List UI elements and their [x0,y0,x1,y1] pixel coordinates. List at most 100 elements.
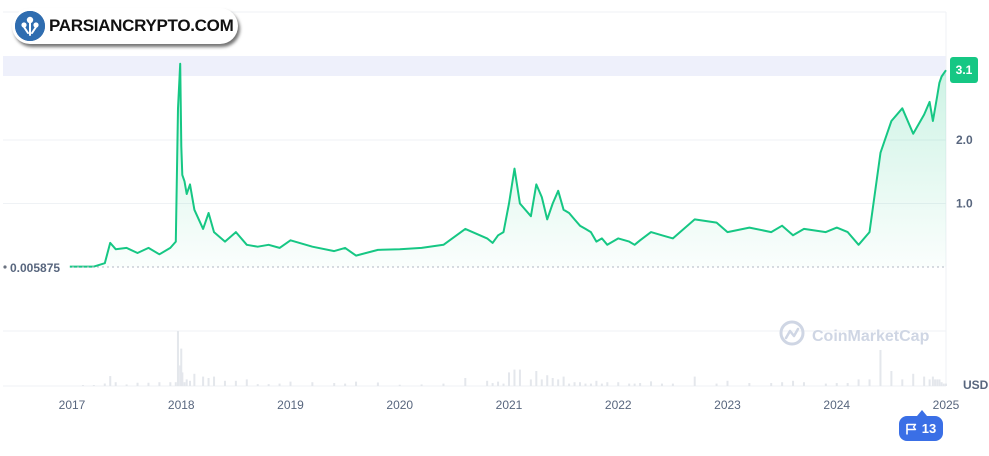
volume-bar [188,380,191,386]
volume-bar [114,382,117,386]
volume-bar [671,383,674,386]
volume-bar [486,380,489,386]
y-tick-label: 1.0 [956,197,973,211]
x-tick-label: 2022 [605,398,632,412]
volume-bar [942,383,945,386]
events-flag-badge[interactable]: 13 [899,410,943,441]
volume-bar [103,383,106,386]
volume-bar [256,384,259,386]
volume-bar [802,382,805,386]
volume-bar [945,383,947,386]
volume-bar [584,383,587,386]
volume-bar [928,379,931,386]
volume-bar [633,383,636,386]
current-price-badge [950,57,978,83]
volume-bar [518,369,521,386]
volume-bar [109,376,112,386]
volume-bar [573,382,576,386]
coinmarketcap-logo-icon [779,320,805,346]
volume-bar [628,383,631,386]
volume-bar [693,376,696,386]
x-tick-label: 2019 [277,398,304,412]
volume-bar [650,381,653,386]
volume-bar [936,379,939,386]
volume-bar [770,383,773,386]
volume-bar [508,372,510,386]
volume-bar [934,379,937,386]
volume-bar [202,376,205,386]
volume-bar [781,382,784,386]
y-tick-label: 2.0 [956,133,973,147]
volume-bar [579,382,582,386]
volume-bar [420,384,423,386]
volume-bar [912,373,915,386]
volume-bar [185,379,188,386]
events-count: 13 [921,421,937,436]
price-area [69,63,947,267]
volume-bar [176,331,179,386]
current-price-label: 3.1 [956,63,973,77]
volume-bar [546,375,549,386]
volume-bar [169,382,172,386]
price-line [69,62,947,268]
flag-icon [905,423,916,434]
x-tick-label: 2024 [823,398,850,412]
parsiancrypto-logo-icon [15,11,45,41]
volume-bar [158,382,161,386]
volume-bar [147,382,150,386]
volume-bar [857,379,860,386]
x-tick-label: 2017 [59,398,86,412]
volume-bar [311,382,314,386]
volume-bar [180,348,183,386]
volume-bar [923,376,926,386]
volume-bar [824,383,827,386]
volume-bar [207,378,210,386]
volume-bar [398,384,401,386]
volume-bar [868,379,871,386]
volume-bar [557,379,560,386]
volume-bar [535,371,538,386]
volume-bar [333,383,336,386]
volume-bar [931,376,934,386]
volume-bar [513,369,516,386]
volume-bar [639,383,642,386]
volume-bar [193,373,196,386]
volume-bar [660,383,663,386]
volume-bar [940,382,943,386]
volume-bar [491,383,494,386]
volume-bar [344,383,347,386]
x-tick-label: 2018 [168,398,195,412]
volume-bar [267,384,270,386]
volume-bar [562,376,565,386]
x-tick-label: 2020 [386,398,413,412]
volume-bar [245,379,248,386]
volume-bar [502,383,505,386]
volume-bar [376,382,379,386]
volume-bar [92,385,95,386]
range-highlight-band [3,56,946,76]
volume-bar [595,380,598,386]
volume-bar [136,382,139,386]
volume-bar [179,365,182,386]
volume-bar [792,380,795,386]
baseline-marker [3,265,7,269]
volume-bar [748,383,751,386]
volume-bar [464,378,467,386]
volume-bar [529,379,532,386]
volume-bar [890,371,893,386]
x-tick-label: 2023 [714,398,741,412]
site-logo[interactable]: PARSIANCRYPTO.COM [12,8,238,44]
coinmarketcap-watermark: CoinMarketCap [812,328,930,345]
volume-bar [617,382,620,386]
volume-bar [589,383,592,386]
volume-bar [600,383,603,386]
volume-bar [213,376,216,386]
x-tick-label: 2021 [496,398,523,412]
volume-bar [355,381,358,386]
volume-bar [81,385,84,386]
volume-bar [846,383,849,386]
volume-bar [442,383,445,386]
volume-bar [835,383,838,386]
